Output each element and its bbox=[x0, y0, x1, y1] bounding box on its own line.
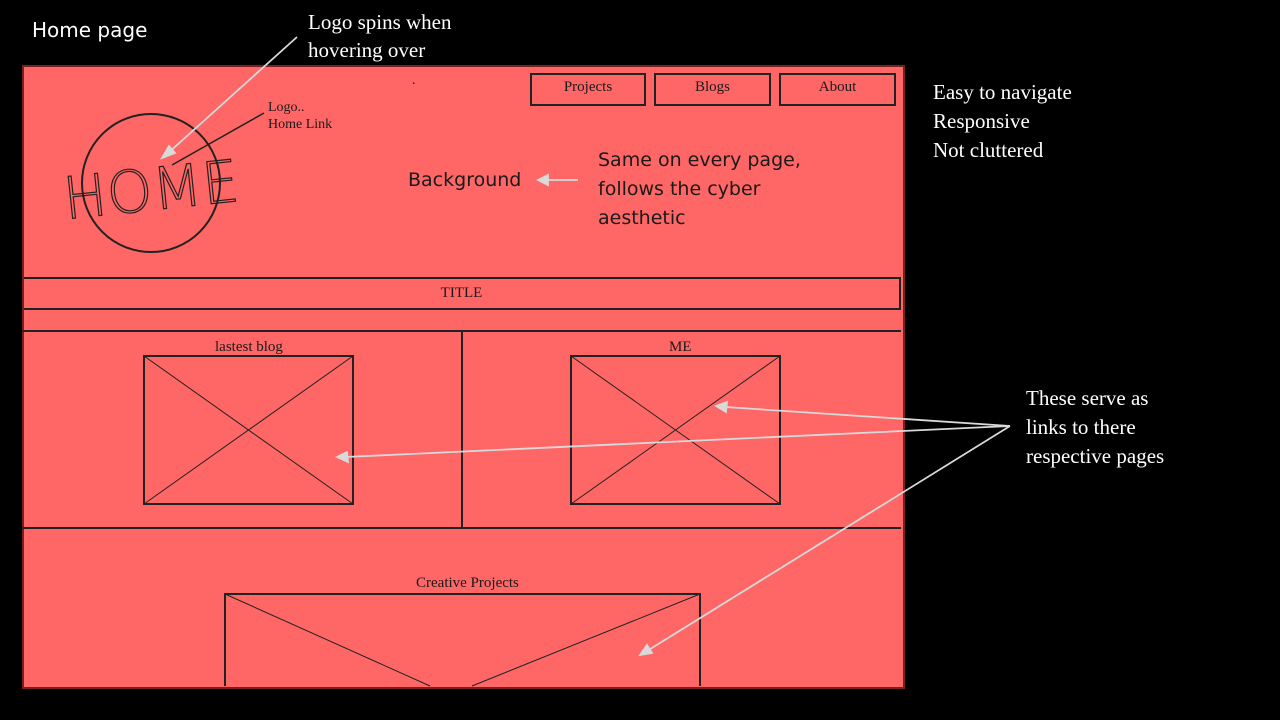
slide-title: Home page bbox=[32, 18, 148, 42]
stray-mark: . bbox=[412, 73, 416, 88]
links-note-line: respective pages bbox=[1026, 444, 1165, 468]
arrowhead bbox=[159, 144, 177, 160]
links-note: These serve as links to there respective… bbox=[1026, 384, 1164, 471]
placeholder-frame bbox=[570, 355, 781, 505]
arrowhead bbox=[334, 450, 350, 464]
title-bar: TITLE bbox=[24, 277, 901, 310]
creative-projects-image-placeholder[interactable] bbox=[224, 593, 701, 687]
background-note: Same on every page, follows the cyber ae… bbox=[598, 146, 801, 233]
wireframe-page: Projects Blogs About . Logo.. Home Link … bbox=[22, 65, 905, 689]
logo-label-pointer bbox=[171, 112, 265, 166]
home-logo[interactable]: HOME bbox=[59, 113, 243, 253]
arrow-logo-spin bbox=[166, 36, 298, 155]
logo-label-line: Home Link bbox=[268, 117, 333, 132]
background-note-line: aesthetic bbox=[598, 207, 686, 229]
nav-blogs-button[interactable]: Blogs bbox=[654, 73, 771, 106]
background-label: Background bbox=[408, 169, 522, 191]
placeholder-frame bbox=[224, 593, 701, 686]
links-note-line: These serve as bbox=[1026, 386, 1149, 410]
placeholder-frame bbox=[143, 355, 354, 505]
annotation-arrows bbox=[159, 36, 1011, 657]
arrow-projects-link bbox=[646, 425, 1011, 652]
nav-projects-button[interactable]: Projects bbox=[530, 73, 646, 106]
arrow-blog-link bbox=[345, 425, 1011, 458]
me-caption: ME bbox=[669, 339, 692, 355]
placeholder-cross bbox=[143, 355, 354, 505]
arrowhead bbox=[713, 400, 729, 414]
logo-hover-note: Logo spins when hovering over bbox=[308, 8, 452, 64]
background-note-line: Same on every page, bbox=[598, 149, 801, 171]
logo-home-text: HOME bbox=[60, 147, 242, 233]
nav-about-button[interactable]: About bbox=[779, 73, 896, 106]
placeholder-cross bbox=[224, 593, 431, 687]
logo-hover-note-line: hovering over bbox=[308, 38, 426, 62]
design-goal: Responsive bbox=[933, 109, 1030, 133]
latest-blog-caption: lastest blog bbox=[215, 339, 283, 355]
arrow-me-link bbox=[724, 406, 1011, 427]
background-note-line: follows the cyber bbox=[598, 178, 761, 200]
placeholder-cross bbox=[570, 355, 781, 505]
design-goal: Easy to navigate bbox=[933, 80, 1072, 104]
latest-blog-image-placeholder[interactable] bbox=[143, 355, 354, 505]
logo-label: Logo.. Home Link bbox=[268, 99, 332, 133]
arrowhead bbox=[535, 173, 549, 187]
me-image-placeholder[interactable] bbox=[570, 355, 781, 505]
creative-projects-caption: Creative Projects bbox=[416, 575, 519, 591]
logo-circle bbox=[81, 113, 221, 253]
logo-hover-note-line: Logo spins when bbox=[308, 10, 452, 34]
placeholder-cross bbox=[471, 593, 701, 687]
logo-label-line: Logo.. bbox=[268, 100, 305, 115]
design-goals-note: Easy to navigate Responsive Not cluttere… bbox=[933, 78, 1072, 165]
links-note-line: links to there bbox=[1026, 415, 1136, 439]
arrowhead bbox=[638, 643, 654, 657]
design-goal: Not cluttered bbox=[933, 138, 1044, 162]
